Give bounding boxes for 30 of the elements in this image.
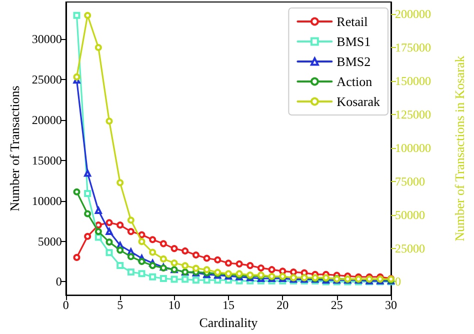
y2-axis-title: Number of Transactions in Kosarak bbox=[452, 55, 467, 242]
y-tick-label: 5000 bbox=[38, 234, 62, 248]
y-tick-label: 10000 bbox=[32, 194, 62, 208]
legend-label: Kosarak bbox=[336, 94, 380, 109]
y-tick-label: 25000 bbox=[32, 72, 62, 86]
x-tick-label: 20 bbox=[276, 298, 289, 312]
y2-tick-label: 175000 bbox=[395, 40, 431, 55]
y-tick-label: 20000 bbox=[32, 112, 62, 127]
legend-label: Retail bbox=[336, 14, 368, 29]
x-tick-label: 10 bbox=[168, 298, 180, 312]
y2-tick-label: 100000 bbox=[395, 140, 431, 155]
y2-tick-label: 125000 bbox=[395, 107, 431, 122]
x-tick-label: 30 bbox=[385, 298, 397, 312]
y-axis-title: Number of Transactions bbox=[7, 86, 22, 212]
y2-tick-label: 200000 bbox=[395, 7, 431, 22]
y-tick-label: 15000 bbox=[32, 153, 62, 168]
legend-label: BMS2 bbox=[336, 54, 371, 69]
x-tick-label: 5 bbox=[117, 298, 124, 312]
y2-tick-label: 150000 bbox=[395, 74, 431, 88]
y2-tick-label: 75000 bbox=[395, 174, 425, 188]
legend-label: BMS1 bbox=[336, 34, 371, 49]
y2-tick-label: 25000 bbox=[395, 241, 425, 256]
x-tick-label: 25 bbox=[330, 298, 343, 312]
x-tick-label: 15 bbox=[222, 298, 234, 312]
y-tick-label: 30000 bbox=[32, 32, 62, 46]
y2-tick-label: 50000 bbox=[395, 208, 425, 222]
y-tick-label: 0 bbox=[56, 274, 62, 289]
x-axis-title: Cardinality bbox=[199, 315, 258, 330]
legend-label: Action bbox=[336, 74, 373, 89]
y2-tick-label: 0 bbox=[395, 274, 401, 289]
